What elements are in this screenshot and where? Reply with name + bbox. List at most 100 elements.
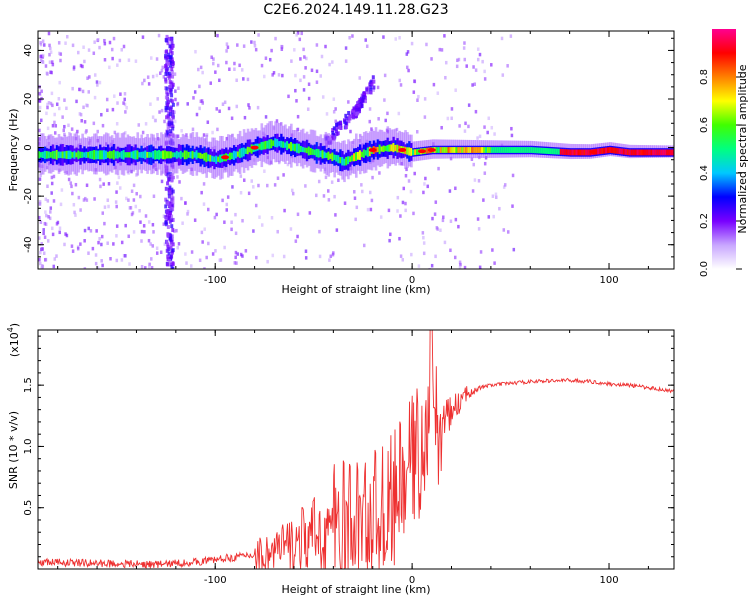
spectrogram-noise-cell (422, 190, 425, 195)
spectrogram-noise-cell (353, 190, 356, 194)
spectrogram-noise-cell (281, 73, 284, 78)
spectrogram-core-cell (666, 149, 669, 156)
spectrogram-noise-cell (130, 169, 133, 174)
spectrogram-noise-cell (337, 178, 340, 183)
spectrogram-core-cell (343, 158, 346, 166)
spectrogram-core-cell (603, 147, 606, 154)
spectrogram-noise-cell (201, 101, 205, 105)
spectrogram-noise-cell (58, 80, 61, 85)
spectrogram-noise-cell (58, 230, 61, 235)
spectrogram-noise-cell (277, 73, 281, 77)
spectrogram-noise-cell (50, 226, 54, 231)
spectrogram-streak-cell (168, 44, 172, 49)
spectrogram-core-cell (183, 150, 187, 160)
spectrogram-branch-cell (370, 82, 374, 87)
spectrogram-noise-cell (118, 58, 122, 63)
spectrogram-streak-cell (171, 200, 175, 205)
spectrogram-noise-cell (116, 181, 119, 185)
spectrogram-noise-cell (404, 201, 407, 206)
spectrogram-noise-cell (422, 251, 426, 256)
spectrogram-noise-cell (176, 175, 179, 179)
spectrogram-noise-cell (59, 52, 63, 56)
spectrogram-core-cell (469, 147, 472, 153)
spectrogram-noise-cell (368, 107, 372, 111)
spectrogram-noise-cell (207, 207, 210, 212)
spectrogram-noise-cell (142, 224, 146, 228)
spectrogram-core-cell (599, 148, 602, 155)
spectrogram-streak-cell (170, 177, 174, 182)
spectrogram-streak-cell (165, 49, 169, 54)
spectrogram-noise-cell (96, 266, 100, 269)
spectrogram-noise-cell (470, 157, 474, 161)
spectrogram-core-cell (41, 151, 45, 159)
spectrogram-noise-cell (234, 231, 238, 236)
spectrogram-noise-cell (191, 127, 195, 132)
spectrogram-core-cell (538, 147, 541, 154)
spectrogram-core-cell (650, 149, 653, 156)
spectrogram-noise-cell (439, 228, 442, 232)
spectrogram-core-cell (628, 149, 632, 156)
spectrogram-noise-cell (344, 59, 348, 63)
spectrogram-core-cell (644, 149, 648, 156)
spectrogram-streak-cell (167, 247, 171, 252)
spectrogram-noise-cell (88, 75, 91, 79)
spectrogram-peak (589, 149, 598, 154)
spectrogram-noise-cell (78, 87, 81, 92)
spectrogram-noise-cell (448, 189, 452, 193)
spectrogram-noise-cell (349, 129, 352, 134)
spectrogram-noise-cell (266, 259, 269, 264)
spectrogram-noise-cell (295, 99, 298, 103)
spectrogram-noise-cell (256, 105, 260, 110)
spectrogram-streak-cell (164, 105, 168, 110)
spectrogram-noise-cell (506, 230, 510, 234)
spectrogram-core-cell (376, 146, 380, 153)
spectrogram-noise-cell (103, 58, 107, 62)
spectrogram-streak-cell (168, 87, 172, 92)
spectrogram-core-cell (61, 151, 65, 159)
spectrogram-noise-cell (351, 34, 354, 38)
snr-xtick-label: 0 (409, 575, 415, 586)
spectrogram-noise-cell (302, 75, 306, 79)
spectrogram-noise-cell (302, 88, 306, 92)
spectrogram-noise-cell (405, 167, 408, 172)
spectrogram-streak-cell (164, 186, 168, 191)
spectrogram-noise-cell (79, 112, 83, 117)
spectrogram-noise-cell (38, 99, 42, 103)
colorbar: 0.0 0.2 0.4 0.6 0.8 Normalized spectral ampl… (699, 29, 749, 277)
spectrogram-noise-cell (388, 238, 391, 243)
spectrogram-noise-cell (212, 61, 215, 66)
spectrogram-streak-cell (166, 102, 170, 107)
spectrogram-core-cell (449, 147, 453, 153)
spectrogram-noise-cell (225, 202, 229, 207)
spectrogram-core-cell (577, 149, 581, 156)
spectrogram-noise-cell (62, 128, 65, 133)
spectrogram-xtick-label: 0 (409, 275, 415, 286)
spectrogram-noise-cell (253, 43, 257, 48)
spectrogram-noise-cell (358, 76, 361, 80)
spectrogram-core-cell (526, 147, 529, 153)
spectrogram-branch-cell (367, 86, 371, 91)
spectrogram-noise-cell (120, 258, 124, 262)
spectrogram-noise-cell (122, 44, 126, 49)
spectrogram-branch-cell (372, 79, 376, 84)
spectrogram-noise-cell (482, 198, 485, 202)
spectrogram-core-cell (660, 149, 663, 156)
spectrogram-noise-cell (493, 132, 496, 136)
spectrogram-noise-cell (491, 248, 494, 252)
spectrogram-streak-cell (171, 189, 175, 194)
spectrogram-noise-cell (50, 60, 54, 64)
spectrogram-core-cell (333, 154, 336, 161)
spectrogram-noise-cell (225, 42, 229, 46)
spectrogram-noise-cell (162, 222, 166, 226)
spectrogram-noise-cell (328, 62, 331, 67)
spectrogram-noise-cell (473, 82, 477, 86)
spectrogram-noise-cell (321, 95, 325, 99)
spectrogram-core-cell (473, 147, 476, 153)
spectrogram-noise-cell (206, 120, 210, 124)
spectrogram-core-cell (148, 151, 151, 158)
spectrogram-core-cell (150, 152, 153, 158)
spectrogram-noise-cell (65, 233, 69, 238)
spectrogram-streak-cell (171, 207, 175, 212)
spectrogram-core-cell (575, 149, 579, 156)
spectrogram-noise-cell (119, 92, 122, 96)
